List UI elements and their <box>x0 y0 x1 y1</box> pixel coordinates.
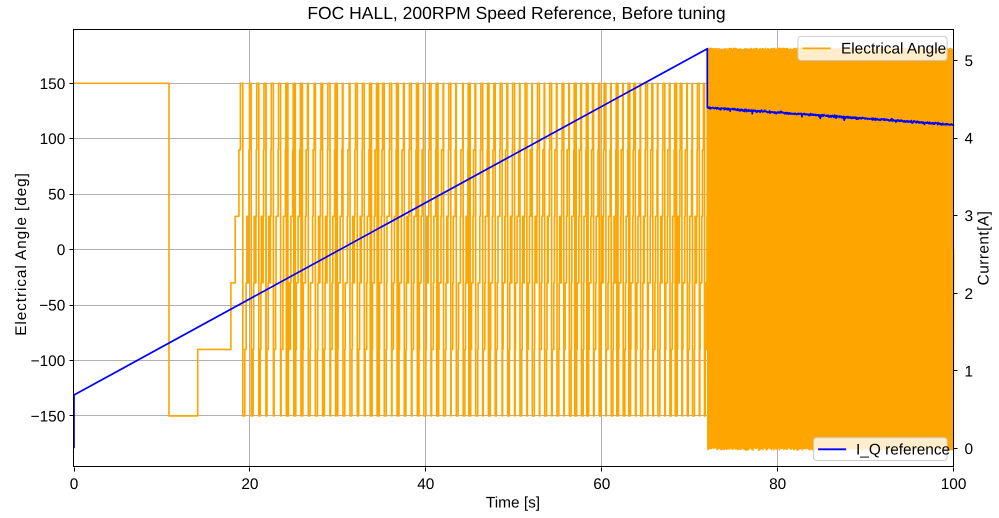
svg-text:Electrical Angle [deg]: Electrical Angle [deg] <box>13 172 30 336</box>
svg-text:Time [s]: Time [s] <box>486 495 540 512</box>
svg-text:4: 4 <box>965 131 974 148</box>
svg-text:−50: −50 <box>39 298 65 315</box>
svg-text:60: 60 <box>593 476 610 493</box>
svg-text:0: 0 <box>57 242 66 259</box>
svg-text:Current[A]: Current[A] <box>976 211 993 286</box>
svg-text:−150: −150 <box>31 408 66 425</box>
svg-text:−100: −100 <box>31 353 66 370</box>
svg-text:1: 1 <box>965 363 974 380</box>
svg-text:FOC HALL, 200RPM Speed Referen: FOC HALL, 200RPM Speed Reference, Before… <box>307 3 725 23</box>
svg-text:0: 0 <box>70 476 79 493</box>
svg-text:20: 20 <box>241 476 258 493</box>
svg-text:0: 0 <box>965 441 974 458</box>
svg-text:80: 80 <box>769 476 786 493</box>
svg-text:5: 5 <box>965 53 974 70</box>
svg-text:150: 150 <box>40 76 66 93</box>
svg-text:50: 50 <box>48 187 65 204</box>
svg-text:100: 100 <box>40 131 66 148</box>
svg-text:100: 100 <box>941 476 967 493</box>
svg-text:2: 2 <box>965 286 974 303</box>
svg-text:I_Q reference: I_Q reference <box>856 441 950 458</box>
svg-text:40: 40 <box>417 476 434 493</box>
svg-text:3: 3 <box>965 208 974 225</box>
svg-text:Electrical Angle: Electrical Angle <box>841 40 946 57</box>
